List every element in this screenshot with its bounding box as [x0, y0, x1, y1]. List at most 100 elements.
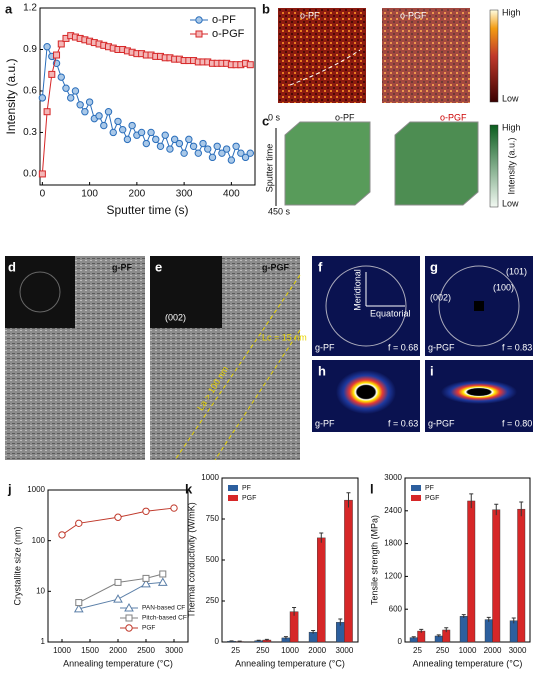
panel-letter: i [430, 363, 434, 378]
marker [48, 70, 56, 78]
marker [75, 519, 83, 528]
beamstop [474, 301, 484, 311]
panel-g: g (101) (100) (002) g-PGF f = 0.83 [425, 256, 533, 356]
colorbar [489, 124, 499, 208]
label: o-PGF [440, 112, 467, 122]
bar [344, 499, 353, 643]
marker [67, 94, 75, 102]
bar [484, 619, 493, 643]
ring [441, 380, 517, 404]
x-axis-label: Annealing temperature (°C) [63, 658, 173, 668]
cube [284, 121, 371, 206]
y-tick-label: 10 [36, 586, 45, 595]
panel-b: b o-PF o-PGF High Low [262, 1, 521, 103]
marker [246, 149, 254, 157]
x-tick-label: 25 [231, 646, 240, 655]
y-tick-label: 2400 [384, 506, 402, 515]
marker [71, 87, 80, 95]
y-tick-label: 0.3 [23, 127, 37, 138]
bar [317, 537, 326, 643]
bar [459, 616, 468, 643]
diffraction-inset [150, 256, 222, 328]
legend-label: o-PF [212, 14, 236, 26]
label: Low [502, 198, 519, 208]
x-tick-label: 1000 [53, 646, 71, 655]
marker [81, 108, 89, 116]
marker [157, 577, 168, 586]
error-bar [338, 618, 343, 626]
x-tick-label: 200 [129, 189, 146, 200]
x-tick-label: 3000 [509, 646, 527, 655]
marker [57, 73, 65, 81]
legend-label: o-PGF [212, 28, 245, 40]
y-tick-label: 1200 [384, 572, 402, 581]
marker [141, 578, 151, 588]
y-tick-label: 1800 [384, 539, 402, 548]
label: Sputter time [264, 144, 274, 193]
marker [62, 84, 70, 92]
error-bar [311, 630, 316, 634]
marker [142, 139, 151, 148]
marker [170, 504, 178, 512]
error-bar [229, 640, 234, 642]
error-bar [444, 627, 449, 633]
marker [38, 94, 47, 102]
y-tick-label: 0 [398, 637, 403, 646]
legend-marker [125, 614, 133, 622]
marker [123, 135, 132, 144]
y-axis-label: Tensile strength (MPa) [369, 515, 379, 605]
legend-swatch [411, 485, 421, 491]
label: o-PF [300, 10, 320, 20]
dash [214, 329, 301, 461]
panel-letter: c [262, 113, 269, 128]
panel-letter: j [7, 481, 12, 496]
label: (002) [165, 312, 186, 322]
marker [213, 142, 221, 150]
y-tick-label: 250 [206, 596, 220, 605]
bar [517, 508, 526, 643]
x-tick-label: 250 [256, 646, 270, 655]
map [382, 8, 470, 103]
panel-letter: e [155, 259, 162, 274]
marker [227, 156, 236, 164]
y-tick-label: 1 [41, 637, 46, 646]
marker [43, 108, 51, 116]
legend-label: PF [242, 485, 251, 492]
x-tick-label: 250 [436, 646, 450, 655]
ring [19, 271, 61, 313]
marker [246, 61, 254, 69]
legend-label: PGF [425, 495, 439, 502]
marker [166, 145, 174, 153]
marker [73, 603, 84, 613]
marker [76, 101, 84, 109]
error-bar [256, 639, 261, 642]
y-axis-label: Thermal conductivity (W/mK) [186, 502, 196, 618]
marker [85, 98, 94, 106]
label: f = 0.63 [388, 418, 418, 428]
marker [75, 599, 83, 607]
error-bar [264, 638, 269, 641]
marker [194, 149, 202, 157]
label: g-PF [315, 418, 335, 428]
error-bar [511, 617, 516, 624]
marker [159, 570, 167, 578]
panel-i: i g-PGF f = 0.80 [425, 360, 533, 432]
legend-label: PAN-based CF [142, 605, 185, 612]
x-tick-label: 2500 [137, 646, 155, 655]
marker [232, 142, 240, 150]
y-axis-label: Intensity (a.u.) [4, 58, 18, 134]
marker [147, 128, 155, 137]
map [278, 8, 366, 103]
marker [175, 139, 184, 148]
label: (101) [506, 266, 527, 276]
marker [142, 507, 150, 515]
bar [509, 620, 518, 643]
label: Lc = 15 nm [262, 332, 307, 342]
y-tick-label: 500 [206, 555, 220, 564]
label: f = 0.83 [502, 342, 532, 352]
marker [95, 112, 103, 120]
marker [57, 40, 65, 48]
panel-f: f Meridional Equatorial g-PF f = 0.68 [312, 256, 420, 356]
marker [118, 125, 127, 134]
